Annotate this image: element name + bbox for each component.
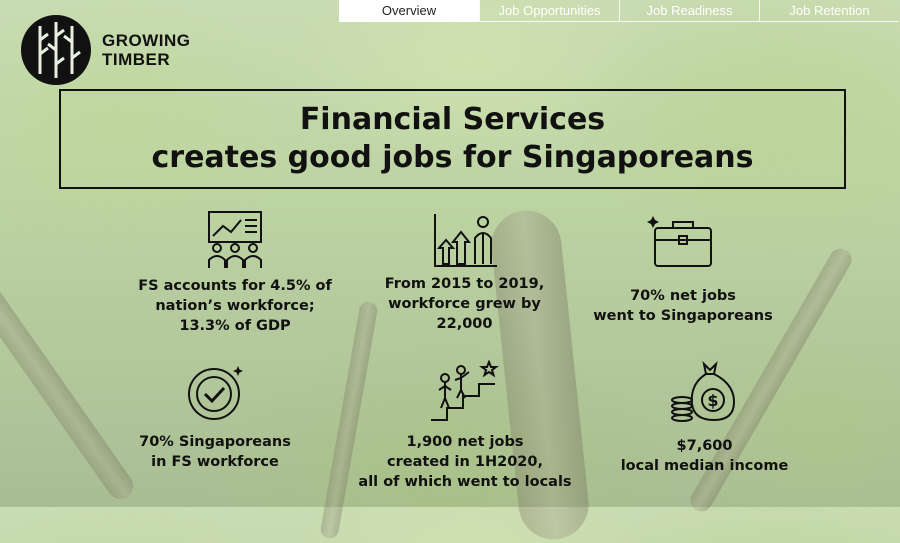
stat-text-line: in FS workforce: [151, 454, 279, 470]
stat-workforce-growth: From 2015 to 2019, workforce grew by 22,…: [372, 212, 557, 334]
title-line-2: creates good jobs for Singaporeans: [151, 140, 754, 175]
checkmark-badge-icon: [188, 366, 243, 420]
presentation-audience-icon: [208, 211, 262, 268]
title-line-1: Financial Services: [299, 102, 606, 137]
growing-timber-logo-icon: [21, 15, 91, 85]
stat-text-line: 70% net jobs: [630, 288, 736, 304]
money-bag-coins-icon: $: [670, 360, 735, 422]
logo-line-2: TIMBER: [102, 50, 171, 69]
stat-text-line: local median income: [620, 458, 789, 474]
stat-median-income: $ $7,600 local median income: [612, 360, 797, 476]
stat-text-line: 13.3% of GDP: [179, 318, 291, 334]
stat-text-line: 22,000: [436, 316, 493, 332]
stat-text-line: 70% Singaporeans: [139, 434, 291, 450]
stat-text-line: From 2015 to 2019,: [384, 276, 545, 292]
stat-workforce-share: FS accounts for 4.5% of nation’s workfor…: [135, 210, 335, 336]
tab-job-readiness[interactable]: Job Readiness: [619, 0, 759, 22]
tab-job-opportunities[interactable]: Job Opportunities: [479, 0, 619, 22]
logo-text: GROWING TIMBER: [102, 31, 191, 69]
stat-text-line: all of which went to locals: [358, 474, 572, 490]
stat-singaporeans-share: 70% Singaporeans in FS workforce: [130, 362, 300, 472]
tab-overview[interactable]: Overview: [339, 0, 479, 22]
stat-text-line: workforce grew by: [388, 296, 541, 312]
background-tree-trunk: [0, 276, 139, 504]
people-climbing-stairs-icon: [431, 360, 499, 421]
tab-job-retention[interactable]: Job Retention: [759, 0, 899, 22]
stat-net-jobs-1h2020: 1,900 net jobs created in 1H2020, all of…: [350, 360, 580, 492]
stat-text-line: nation’s workforce;: [155, 298, 315, 314]
stat-net-jobs-singaporeans: 70% net jobs went to Singaporeans: [588, 212, 778, 326]
stat-text-line: created in 1H2020,: [387, 454, 543, 470]
page-title: Financial Services creates good jobs for…: [59, 89, 846, 189]
logo-line-1: GROWING: [102, 31, 191, 50]
logo: GROWING TIMBER: [20, 14, 191, 86]
briefcase-icon: [647, 216, 712, 267]
stat-text-line: $7,600: [676, 438, 733, 454]
stat-text-line: went to Singaporeans: [593, 308, 773, 324]
stat-text-line: 1,900 net jobs: [406, 434, 524, 450]
svg-text:$: $: [707, 391, 718, 410]
stat-text-line: FS accounts for 4.5% of: [138, 278, 332, 294]
top-navigation: Overview Job Opportunities Job Readiness…: [339, 0, 899, 22]
growth-chart-person-icon: [433, 214, 497, 267]
